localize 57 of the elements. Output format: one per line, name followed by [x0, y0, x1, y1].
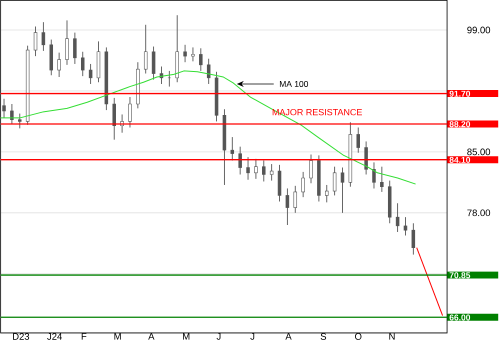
- candlestick: [324, 184, 329, 203]
- candlestick: [152, 46, 156, 80]
- ref-line-label: 91.70: [450, 90, 470, 97]
- candlestick: [199, 48, 203, 72]
- x-tick-label: J: [250, 333, 254, 340]
- candlestick: [380, 166, 384, 192]
- x-tick-label: S: [320, 333, 326, 340]
- candlestick: [128, 96, 132, 128]
- x-tick-label: A: [285, 333, 292, 340]
- y-tick-label: 99.00: [467, 26, 490, 34]
- candlestick: [57, 52, 61, 78]
- candlestick: [191, 46, 195, 62]
- x-tick-label: F: [82, 333, 86, 340]
- candlestick: [270, 164, 274, 182]
- x-tick-label: N: [389, 333, 395, 340]
- candlestick: [246, 156, 250, 180]
- x-tick-label: J24: [47, 333, 62, 340]
- candlestick: [42, 22, 46, 52]
- candlestick: [230, 136, 234, 162]
- candlestick: [73, 32, 77, 64]
- candlestick: [80, 51, 85, 77]
- candlestick: [144, 24, 148, 74]
- candlestick: [206, 58, 210, 84]
- candlestick: [340, 167, 344, 214]
- candlestick: [2, 98, 6, 118]
- candlestick: [183, 44, 187, 63]
- x-tick-label: M: [183, 333, 190, 340]
- ref-line-label: 88.20: [450, 121, 470, 128]
- candlestick: [238, 146, 242, 175]
- x-tick-label: D23: [13, 333, 30, 340]
- candlestick: [34, 26, 38, 57]
- candlestick: [254, 158, 258, 180]
- candlestick: [294, 185, 298, 214]
- annotation: MA 100: [280, 81, 308, 87]
- candlestick: [372, 162, 376, 189]
- candlestick: [396, 202, 400, 232]
- candlestick: [112, 97, 116, 140]
- x-tick-label: M: [114, 333, 121, 340]
- candlestick: [10, 104, 14, 124]
- ref-line-label: 70.85: [450, 272, 470, 278]
- candlestick: [88, 64, 92, 84]
- y-tick-label: 78.00: [467, 210, 490, 216]
- x-tick-label: J: [216, 333, 220, 340]
- candlestick: [404, 216, 408, 236]
- y-tick-label: 85.00: [467, 148, 490, 156]
- candlestick: [412, 222, 416, 256]
- candlestick: [301, 171, 305, 198]
- candlestick: [262, 160, 266, 182]
- candlestick: [309, 154, 313, 184]
- x-tick-label: O: [355, 333, 362, 340]
- ref-line-label: 84.10: [450, 156, 470, 163]
- candlestick: [286, 188, 290, 226]
- x-tick-label: A: [148, 333, 154, 340]
- candlestick: [356, 127, 360, 154]
- ref-line-label: 66.00: [450, 314, 470, 320]
- candlestick: [332, 166, 336, 196]
- candlestick: [65, 20, 69, 66]
